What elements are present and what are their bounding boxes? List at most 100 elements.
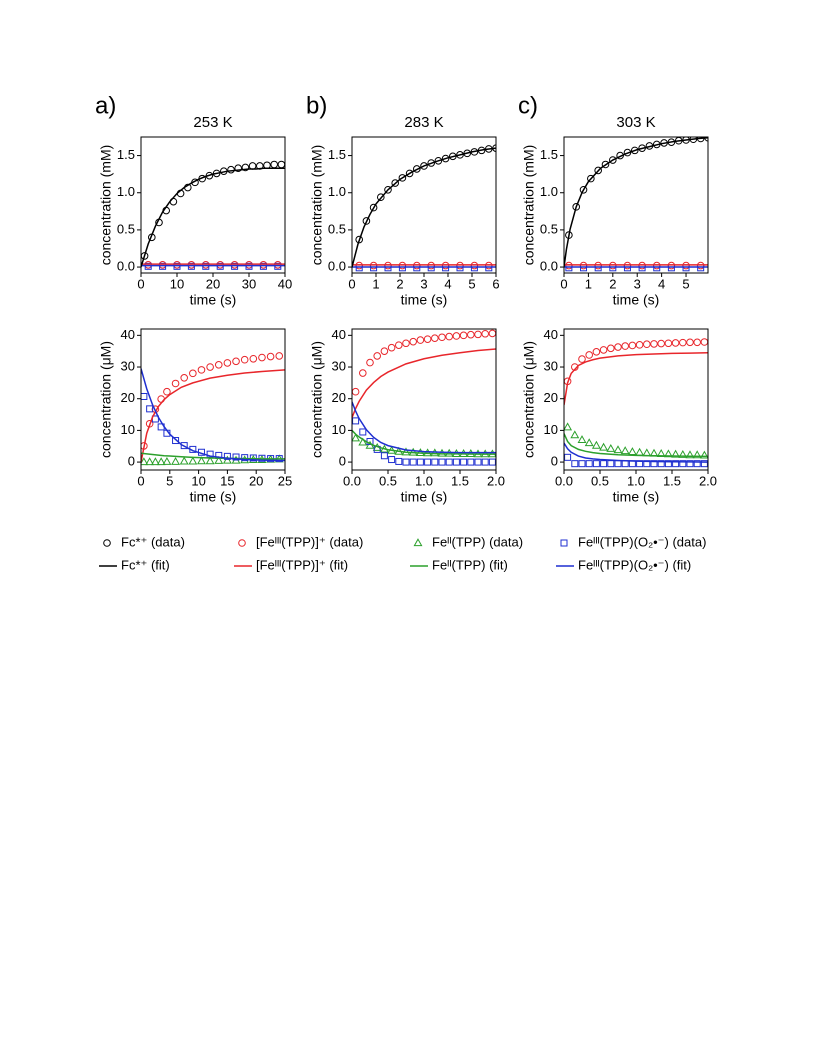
data-point bbox=[402, 458, 410, 466]
fit-line bbox=[564, 137, 708, 268]
plot-frame bbox=[140, 136, 286, 274]
x-tick-label: 0.0 bbox=[343, 473, 361, 488]
plot-area bbox=[564, 137, 708, 272]
data-point bbox=[467, 458, 475, 466]
data-point bbox=[380, 452, 388, 460]
data-point bbox=[270, 160, 279, 169]
y-tick-label: 40 bbox=[121, 327, 135, 342]
data-point bbox=[601, 160, 610, 169]
data-point bbox=[188, 456, 198, 465]
fit-line bbox=[141, 452, 285, 460]
panel-label: b) bbox=[306, 92, 327, 119]
data-point bbox=[621, 342, 630, 350]
x-tick-label: 30 bbox=[242, 276, 256, 291]
data-point bbox=[577, 435, 587, 443]
data-point bbox=[613, 445, 623, 454]
x-tick-label: 5 bbox=[682, 276, 689, 291]
x-tick-label: 5 bbox=[166, 473, 173, 488]
data-point bbox=[380, 347, 389, 355]
data-point bbox=[359, 369, 367, 377]
data-point bbox=[564, 453, 572, 461]
data-point bbox=[249, 354, 258, 363]
data-point bbox=[671, 339, 680, 347]
x-tick-label: 20 bbox=[206, 276, 220, 291]
data-point bbox=[180, 442, 188, 450]
plot-area bbox=[352, 144, 496, 272]
data-point bbox=[671, 449, 681, 458]
x-tick-label: 0.5 bbox=[591, 473, 609, 488]
legend-label: Feᴵᴵᴵ(TPP)(O₂•⁻) (data) bbox=[578, 534, 706, 549]
data-point bbox=[409, 337, 418, 346]
plot-frame bbox=[351, 328, 497, 471]
data-point bbox=[214, 455, 224, 464]
data-point bbox=[206, 450, 214, 458]
data-point bbox=[413, 165, 421, 173]
data-point bbox=[599, 442, 609, 451]
data-point bbox=[630, 146, 639, 155]
x-tick-label: 2 bbox=[609, 276, 616, 291]
fit-line bbox=[352, 429, 496, 455]
data-point bbox=[564, 422, 573, 431]
data-point bbox=[664, 460, 672, 468]
x-tick-label: 3 bbox=[420, 276, 427, 291]
fit-line bbox=[141, 167, 285, 268]
data-point bbox=[474, 330, 482, 339]
data-point bbox=[171, 379, 180, 388]
legend-marker bbox=[560, 539, 568, 547]
data-point bbox=[141, 457, 149, 466]
data-point bbox=[685, 450, 695, 459]
y-tick-label: 40 bbox=[332, 327, 346, 342]
data-point bbox=[362, 217, 371, 225]
data-point bbox=[614, 343, 622, 351]
x-tick-label: 5 bbox=[468, 276, 475, 291]
fit-line bbox=[141, 369, 285, 463]
y-tick-label: 1.0 bbox=[117, 184, 135, 199]
data-point bbox=[416, 336, 425, 344]
data-point bbox=[614, 460, 622, 468]
data-point bbox=[585, 460, 593, 468]
data-point bbox=[146, 405, 154, 413]
x-tick-label: 0 bbox=[137, 473, 144, 488]
x-tick-label: 20 bbox=[249, 473, 263, 488]
x-tick-label: 0.0 bbox=[555, 473, 573, 488]
data-point bbox=[162, 456, 172, 465]
y-tick-label: 30 bbox=[544, 358, 558, 373]
x-tick-label: 0 bbox=[348, 276, 355, 291]
data-point bbox=[452, 332, 461, 340]
x-tick-label: 3 bbox=[634, 276, 641, 291]
y-axis-label: concentration (mM) bbox=[521, 145, 537, 266]
fit-line bbox=[564, 352, 708, 406]
data-point bbox=[214, 361, 223, 369]
data-point bbox=[232, 453, 240, 461]
y-axis-label: concentration (mM) bbox=[309, 145, 325, 266]
legend-label: Feᴵᴵᴵ(TPP)(O₂•⁻) (fit) bbox=[578, 557, 691, 572]
data-point bbox=[585, 351, 594, 359]
data-point bbox=[599, 346, 608, 354]
data-point bbox=[578, 460, 586, 468]
fit-line bbox=[564, 442, 708, 463]
data-point bbox=[571, 460, 579, 468]
y-tick-label: 0 bbox=[339, 454, 346, 469]
x-tick-label: 1.0 bbox=[415, 473, 433, 488]
data-point bbox=[395, 341, 403, 349]
data-point bbox=[197, 366, 206, 374]
legend-marker bbox=[413, 538, 423, 547]
data-point bbox=[452, 458, 460, 466]
legend-marker bbox=[103, 539, 111, 547]
x-tick-label: 0.5 bbox=[379, 473, 397, 488]
x-tick-label: 1.5 bbox=[451, 473, 469, 488]
data-point bbox=[416, 458, 424, 466]
data-point bbox=[663, 449, 673, 458]
data-point bbox=[427, 159, 436, 167]
data-point bbox=[650, 340, 658, 348]
data-point bbox=[607, 344, 615, 353]
y-tick-label: 10 bbox=[121, 422, 135, 437]
y-tick-label: 30 bbox=[121, 358, 135, 373]
x-tick-label: 1 bbox=[585, 276, 592, 291]
data-point bbox=[584, 438, 594, 447]
data-point bbox=[234, 164, 242, 173]
chart-title: 303 K bbox=[616, 114, 655, 131]
data-point bbox=[591, 440, 601, 449]
x-tick-label: 2.0 bbox=[699, 473, 717, 488]
data-point bbox=[700, 460, 708, 468]
